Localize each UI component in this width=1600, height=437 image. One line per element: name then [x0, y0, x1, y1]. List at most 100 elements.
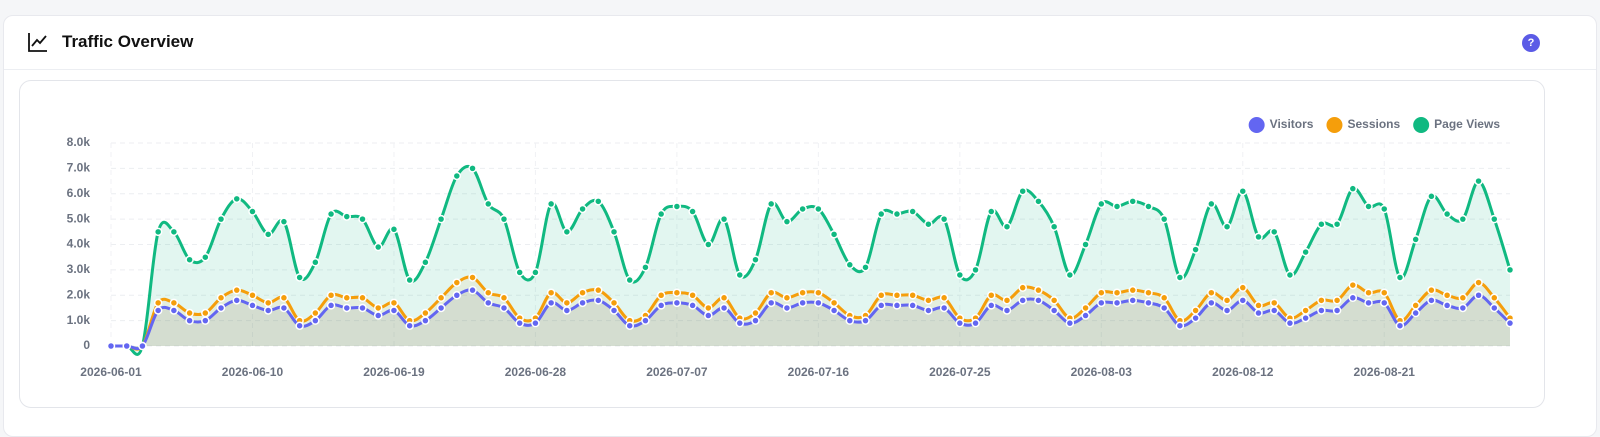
data-point	[1207, 298, 1216, 308]
data-point	[798, 204, 807, 214]
data-point	[1317, 306, 1326, 315]
data-point	[1269, 306, 1279, 315]
data-point	[861, 316, 870, 325]
data-point	[1364, 202, 1373, 211]
x-tick-label: 2026-08-03	[1071, 365, 1133, 379]
data-point	[499, 303, 509, 313]
data-point	[358, 214, 367, 224]
data-point	[405, 275, 414, 285]
data-point	[373, 242, 383, 252]
chart: 0 1.0k 2.0k 3.0k 4.0k 5.0k 6.0k 7.0k 8.0k 2026-06…	[67, 117, 1515, 379]
data-point	[1207, 199, 1216, 209]
data-point	[201, 316, 210, 325]
data-point	[924, 219, 933, 229]
data-point	[153, 227, 163, 237]
data-point	[263, 306, 273, 315]
data-point	[782, 303, 792, 313]
data-point	[421, 258, 430, 267]
y-tick-label: 3.0k	[67, 262, 91, 276]
data-point	[987, 291, 996, 300]
data-point	[1222, 296, 1232, 305]
data-point	[1175, 321, 1185, 330]
data-point	[641, 263, 650, 272]
data-point	[829, 298, 839, 308]
data-point	[625, 321, 634, 330]
data-point	[924, 296, 933, 305]
data-point	[1458, 303, 1468, 313]
data-point	[452, 171, 462, 181]
data-point	[389, 298, 399, 308]
data-point	[704, 303, 713, 313]
y-tick-label: 4.0k	[67, 237, 91, 251]
data-point	[263, 230, 273, 239]
data-point	[358, 303, 367, 313]
data-point	[1254, 301, 1263, 310]
data-point	[1191, 245, 1200, 254]
data-point	[1395, 321, 1405, 330]
data-point	[594, 296, 603, 305]
data-point	[845, 260, 855, 270]
y-tick-label: 2.0k	[67, 287, 91, 301]
data-point	[562, 227, 572, 237]
help-button[interactable]: ?	[1522, 34, 1540, 52]
data-point	[672, 298, 682, 308]
data-point	[358, 293, 367, 303]
x-tick-label: 2026-06-19	[363, 365, 425, 379]
data-point	[1364, 298, 1373, 308]
data-point	[719, 293, 729, 303]
data-point	[1191, 306, 1200, 315]
data-point	[1049, 306, 1059, 315]
data-point	[1490, 293, 1499, 303]
data-point	[751, 308, 760, 318]
data-point	[1348, 184, 1358, 193]
data-point	[1128, 197, 1137, 206]
data-point	[1348, 293, 1358, 303]
y-tick-label: 8.0k	[67, 135, 91, 149]
data-point	[672, 202, 682, 211]
data-point	[153, 298, 163, 308]
data-point	[578, 298, 587, 308]
data-point	[908, 291, 917, 300]
y-tick-label: 1.0k	[67, 313, 91, 327]
data-point	[908, 301, 917, 310]
data-point	[1474, 291, 1483, 300]
data-point	[656, 301, 666, 310]
data-point	[326, 209, 336, 219]
data-point	[892, 209, 902, 219]
data-point	[971, 318, 980, 328]
data-point	[641, 316, 650, 325]
data-point	[876, 209, 886, 219]
data-point	[1112, 202, 1122, 211]
data-point	[1002, 222, 1012, 231]
data-point	[735, 318, 745, 328]
data-point	[546, 288, 556, 297]
data-point	[1065, 270, 1075, 280]
x-tick-label: 2026-07-25	[929, 365, 991, 379]
data-point	[1269, 227, 1279, 237]
data-point	[955, 270, 965, 280]
data-point	[106, 341, 116, 351]
data-point	[1238, 186, 1248, 196]
data-point	[782, 217, 792, 226]
data-point	[1159, 214, 1169, 224]
data-point	[1332, 219, 1342, 229]
data-point	[939, 293, 949, 303]
legend-swatch	[1326, 117, 1343, 133]
data-point	[1458, 293, 1468, 303]
data-point	[719, 214, 729, 224]
data-point	[609, 227, 619, 237]
data-point	[1332, 306, 1342, 315]
data-point	[279, 293, 289, 303]
data-point	[814, 298, 823, 308]
legend-swatch	[1413, 117, 1430, 133]
data-point	[1034, 285, 1043, 295]
data-point	[1301, 247, 1310, 257]
legend-label: Visitors	[1270, 117, 1314, 131]
data-point	[704, 311, 713, 320]
data-point	[751, 255, 760, 264]
data-point	[688, 207, 697, 216]
data-point	[248, 301, 257, 310]
data-point	[389, 225, 399, 234]
data-point	[1112, 298, 1122, 308]
data-point	[1034, 296, 1043, 305]
